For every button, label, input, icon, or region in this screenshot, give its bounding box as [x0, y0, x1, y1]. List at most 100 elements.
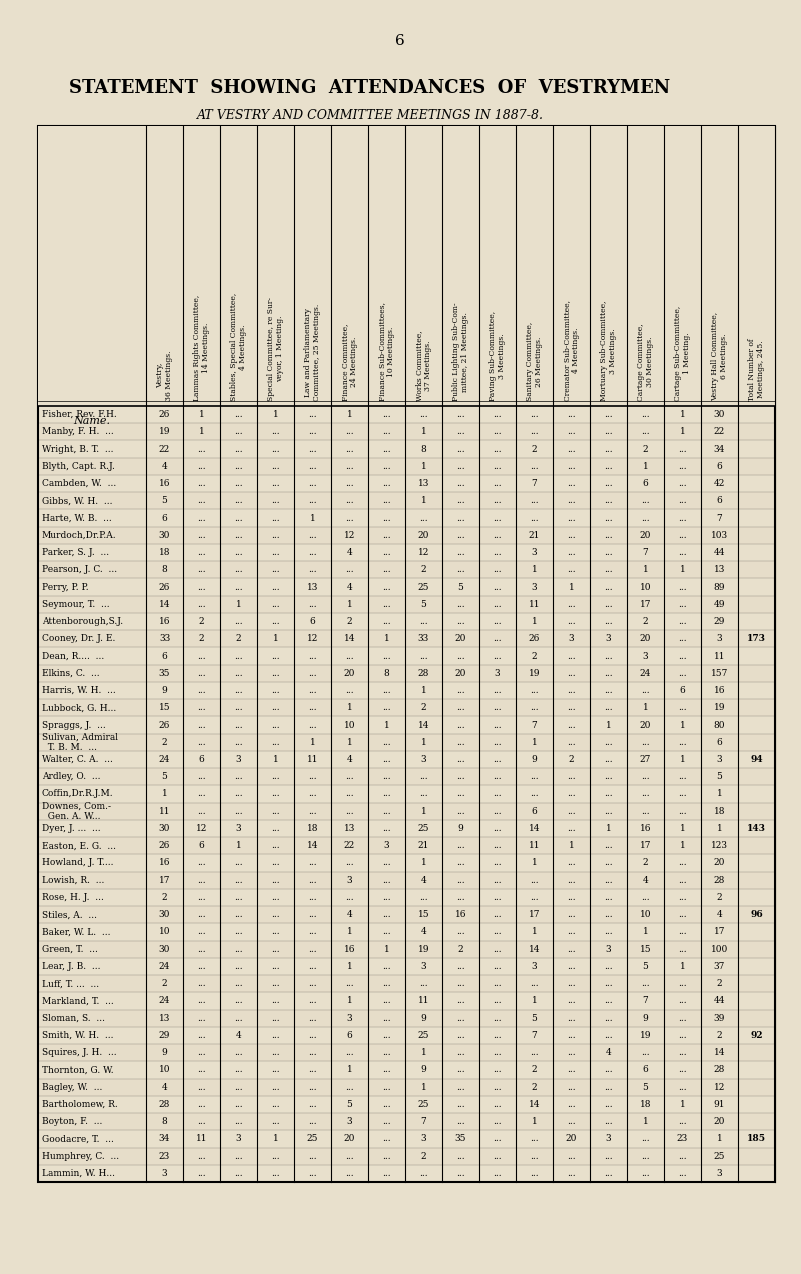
Text: 6: 6 — [199, 755, 204, 764]
Text: ...: ... — [493, 1049, 501, 1057]
Text: Vestry,
36 Meetings.: Vestry, 36 Meetings. — [156, 350, 173, 401]
Bar — [39, 1079, 774, 1096]
Bar — [39, 768, 774, 785]
Bar — [39, 423, 774, 441]
Text: ...: ... — [308, 910, 317, 920]
Text: ...: ... — [493, 910, 501, 920]
Text: Lowish, R.  ...: Lowish, R. ... — [42, 875, 104, 884]
Text: ...: ... — [382, 755, 391, 764]
Text: 1: 1 — [272, 755, 279, 764]
Text: ...: ... — [272, 462, 280, 471]
Text: ...: ... — [457, 462, 465, 471]
Text: ...: ... — [197, 479, 206, 488]
Text: STATEMENT  SHOWING  ATTENDANCES  OF  VESTRYMEN: STATEMENT SHOWING ATTENDANCES OF VESTRYM… — [70, 79, 670, 97]
Text: ...: ... — [382, 1049, 391, 1057]
Text: 13: 13 — [418, 479, 429, 488]
Text: 28: 28 — [714, 875, 725, 884]
Text: Spraggs, J.  ...: Spraggs, J. ... — [42, 721, 106, 730]
Text: 10: 10 — [344, 721, 356, 730]
Text: ...: ... — [457, 738, 465, 747]
Text: 5: 5 — [642, 1083, 649, 1092]
Text: Blyth, Capt. R.J.: Blyth, Capt. R.J. — [42, 462, 115, 471]
Text: ...: ... — [567, 617, 576, 626]
Text: 13: 13 — [159, 1014, 170, 1023]
Text: 96: 96 — [750, 910, 763, 920]
Text: Sanitary Committee,
26 Meetings.: Sanitary Committee, 26 Meetings. — [526, 322, 543, 401]
Text: ...: ... — [234, 1083, 243, 1092]
Text: ...: ... — [641, 1168, 650, 1178]
Text: ...: ... — [457, 859, 465, 868]
Text: ...: ... — [382, 927, 391, 936]
Text: ...: ... — [678, 479, 686, 488]
Text: ...: ... — [493, 1168, 501, 1178]
Text: Perry, P. P.: Perry, P. P. — [42, 582, 89, 591]
Text: 1: 1 — [606, 721, 611, 730]
Text: ...: ... — [382, 1099, 391, 1108]
Text: ...: ... — [493, 1083, 501, 1092]
Text: ...: ... — [234, 1049, 243, 1057]
Text: 9: 9 — [642, 1014, 648, 1023]
Text: 4: 4 — [347, 582, 352, 591]
Text: ...: ... — [457, 427, 465, 437]
Text: 1: 1 — [199, 427, 204, 437]
Text: 14: 14 — [714, 1049, 725, 1057]
Text: ...: ... — [567, 651, 576, 660]
Text: ...: ... — [272, 582, 280, 591]
Bar — [38, 126, 775, 406]
Text: 2: 2 — [642, 445, 648, 454]
Text: 4: 4 — [347, 548, 352, 557]
Text: ...: ... — [457, 1117, 465, 1126]
Text: ...: ... — [308, 445, 317, 454]
Text: ...: ... — [382, 445, 391, 454]
Text: ...: ... — [234, 582, 243, 591]
Text: 9: 9 — [457, 824, 463, 833]
Text: 5: 5 — [642, 962, 649, 971]
Text: ...: ... — [419, 772, 428, 781]
Text: Fisher, Rev. F.H.: Fisher, Rev. F.H. — [42, 410, 117, 419]
Text: ...: ... — [567, 910, 576, 920]
Text: 18: 18 — [714, 806, 725, 815]
Text: ...: ... — [493, 703, 501, 712]
Text: 25: 25 — [307, 1134, 318, 1143]
Text: Public Lighting Sub-Com-
mittee, 21 Meetings.: Public Lighting Sub-Com- mittee, 21 Meet… — [452, 302, 469, 401]
Text: 6: 6 — [162, 651, 167, 660]
Text: ...: ... — [345, 462, 354, 471]
Text: Stables, Special Committee,
4 Meetings.: Stables, Special Committee, 4 Meetings. — [230, 293, 247, 401]
Text: 1: 1 — [347, 410, 352, 419]
Text: 4: 4 — [421, 875, 426, 884]
Text: 22: 22 — [714, 427, 725, 437]
Text: 2: 2 — [717, 1031, 723, 1040]
Text: 24: 24 — [159, 996, 170, 1005]
Text: ...: ... — [308, 1152, 317, 1161]
Text: ...: ... — [530, 685, 539, 696]
Text: 29: 29 — [714, 617, 725, 626]
Bar — [39, 1113, 774, 1130]
Bar — [39, 562, 774, 578]
Text: ...: ... — [234, 1152, 243, 1161]
Text: ...: ... — [567, 1117, 576, 1126]
Text: 18: 18 — [640, 1099, 651, 1108]
Text: ...: ... — [272, 703, 280, 712]
Text: 2: 2 — [421, 1152, 426, 1161]
Text: ...: ... — [382, 410, 391, 419]
Text: 11: 11 — [714, 651, 725, 660]
Text: ...: ... — [272, 772, 280, 781]
Text: ...: ... — [567, 927, 576, 936]
Text: ...: ... — [234, 548, 243, 557]
Text: ...: ... — [197, 582, 206, 591]
Text: 25: 25 — [418, 582, 429, 591]
Text: 1: 1 — [347, 738, 352, 747]
Text: ...: ... — [604, 703, 613, 712]
Text: 11: 11 — [307, 755, 318, 764]
Text: ...: ... — [567, 806, 576, 815]
Text: 100: 100 — [710, 945, 728, 954]
Text: Total Number of
Meetings, 245.: Total Number of Meetings, 245. — [748, 339, 765, 401]
Text: 2: 2 — [235, 634, 241, 643]
Text: ...: ... — [197, 980, 206, 989]
Text: 5: 5 — [457, 582, 464, 591]
Text: 23: 23 — [159, 1152, 170, 1161]
Text: ...: ... — [382, 497, 391, 506]
Text: 16: 16 — [344, 945, 356, 954]
Text: Boyton, F.  ...: Boyton, F. ... — [42, 1117, 103, 1126]
Text: ...: ... — [308, 1099, 317, 1108]
